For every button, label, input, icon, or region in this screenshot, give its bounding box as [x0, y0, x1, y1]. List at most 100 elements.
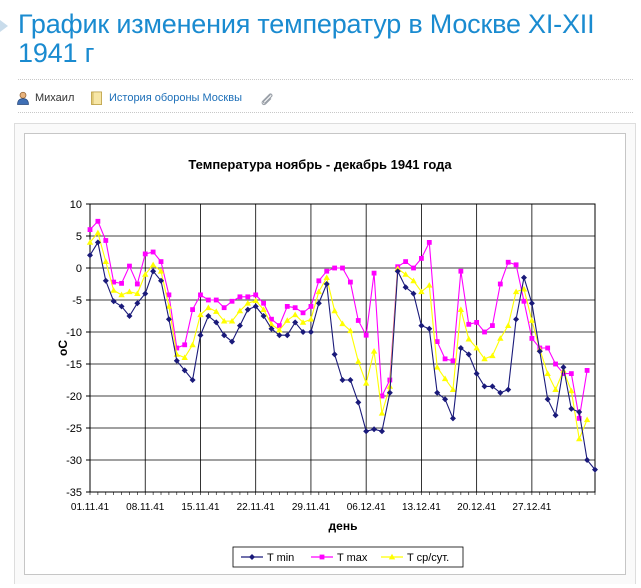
data-point-tavg: [331, 307, 338, 314]
data-point-tmax: [229, 298, 235, 304]
data-point-tavg: [189, 341, 196, 348]
page-title[interactable]: График изменения температур в Москве XI-…: [18, 9, 595, 68]
data-point-tmin: [300, 329, 307, 335]
y-tick-label: -35: [66, 487, 82, 499]
user-icon: [16, 91, 30, 105]
x-tick-label: 01.11.41: [71, 502, 110, 513]
x-tick-label: 06.12.41: [347, 502, 386, 513]
data-point-tmin: [489, 383, 496, 390]
data-point-tmin: [536, 348, 543, 355]
data-point-tmin: [449, 415, 456, 422]
data-point-tavg: [497, 335, 504, 341]
x-tick-label: 20.12.41: [457, 502, 496, 513]
data-point-tavg: [299, 319, 307, 325]
x-axis-label: день: [329, 519, 358, 533]
y-tick-label: -15: [66, 359, 82, 371]
data-point-tmin: [87, 252, 93, 259]
data-point-tmax: [87, 227, 93, 232]
data-point-tavg: [568, 387, 575, 394]
data-point-tavg: [441, 375, 449, 382]
data-point-tmax: [174, 345, 180, 351]
data-point-tmax: [450, 358, 456, 364]
y-tick-label: -20: [66, 391, 82, 403]
data-point-tavg: [583, 416, 591, 423]
data-point-tmin: [457, 345, 464, 351]
data-point-tmin: [102, 277, 109, 284]
data-point-tmax: [158, 259, 164, 264]
x-tick-label: 27.12.41: [512, 502, 551, 513]
data-point-tmax: [253, 292, 259, 298]
data-point-tmax: [355, 318, 361, 323]
data-point-tavg: [244, 300, 252, 306]
data-point-tmax: [182, 342, 188, 348]
data-point-tmax: [403, 259, 409, 264]
data-point-tmin: [339, 377, 346, 383]
data-point-tmin: [252, 303, 259, 310]
data-point-tmin: [434, 389, 441, 396]
data-point-tavg: [307, 316, 315, 322]
data-point-tmin: [268, 325, 275, 332]
data-point-tavg: [86, 239, 94, 245]
data-point-tmax: [166, 292, 172, 298]
data-point-tmin: [355, 399, 362, 406]
data-point-tavg: [165, 303, 173, 309]
legend-marker: [319, 554, 325, 560]
data-point-tmin: [284, 332, 291, 339]
legend-label: T min: [267, 552, 294, 564]
data-point-tmin: [118, 303, 125, 310]
paperclip-icon[interactable]: [259, 91, 273, 106]
data-point-tmin: [142, 290, 149, 297]
data-point-tavg: [378, 410, 386, 416]
data-point-tmin: [410, 290, 417, 297]
data-point-tavg: [362, 380, 370, 386]
data-point-tavg: [220, 317, 228, 324]
data-point-tmin: [197, 332, 204, 339]
data-point-tmin: [244, 306, 251, 313]
data-point-tmax: [474, 320, 480, 325]
data-point-tmax: [529, 336, 535, 341]
data-point-tavg: [339, 320, 346, 327]
data-point-tmin: [213, 319, 220, 326]
data-point-tmax: [292, 305, 298, 311]
data-point-tavg: [236, 307, 244, 314]
data-point-tavg: [426, 282, 433, 288]
data-point-tavg: [134, 290, 141, 296]
data-point-tmax: [324, 268, 330, 274]
category-item[interactable]: История обороны Москвы: [90, 88, 242, 108]
data-point-tavg: [228, 317, 236, 324]
data-point-tmax: [205, 297, 211, 303]
data-point-tavg: [552, 386, 559, 392]
category-link[interactable]: История обороны Москвы: [109, 92, 242, 104]
legend-item-tavg: T ср/сут.: [381, 552, 449, 564]
data-point-tmax: [316, 278, 322, 284]
data-point-tavg: [481, 355, 488, 362]
author-name: Михаил: [35, 92, 75, 104]
attachment-item[interactable]: [259, 88, 278, 108]
data-point-tavg: [157, 268, 165, 274]
data-point-tavg: [465, 335, 472, 342]
legend-label: T max: [337, 552, 368, 564]
y-tick-label: -25: [66, 423, 82, 435]
data-point-tmax: [576, 416, 582, 421]
y-axis-label: oC: [56, 340, 70, 356]
data-point-tmax: [237, 294, 243, 300]
data-point-tmin: [229, 338, 236, 345]
data-point-tmin: [528, 300, 535, 307]
data-point-tmax: [568, 371, 574, 376]
data-point-tmin: [592, 466, 598, 473]
data-point-tmin: [497, 389, 504, 396]
data-point-tmax: [584, 368, 590, 373]
data-point-tavg: [520, 285, 528, 292]
chart-legend: T min T max T ср/сут.: [232, 546, 464, 568]
data-point-tmax: [340, 265, 345, 271]
data-point-tmin: [189, 377, 196, 383]
data-point-tmax: [347, 279, 353, 285]
data-point-tmax: [142, 251, 148, 257]
data-point-tmin: [94, 239, 101, 246]
data-point-tmax: [419, 256, 424, 261]
data-point-tmax: [127, 263, 132, 269]
legend-marker: [249, 554, 255, 560]
data-point-tmax: [411, 265, 416, 271]
data-point-tavg: [418, 288, 425, 295]
legend-marker: [388, 553, 396, 560]
